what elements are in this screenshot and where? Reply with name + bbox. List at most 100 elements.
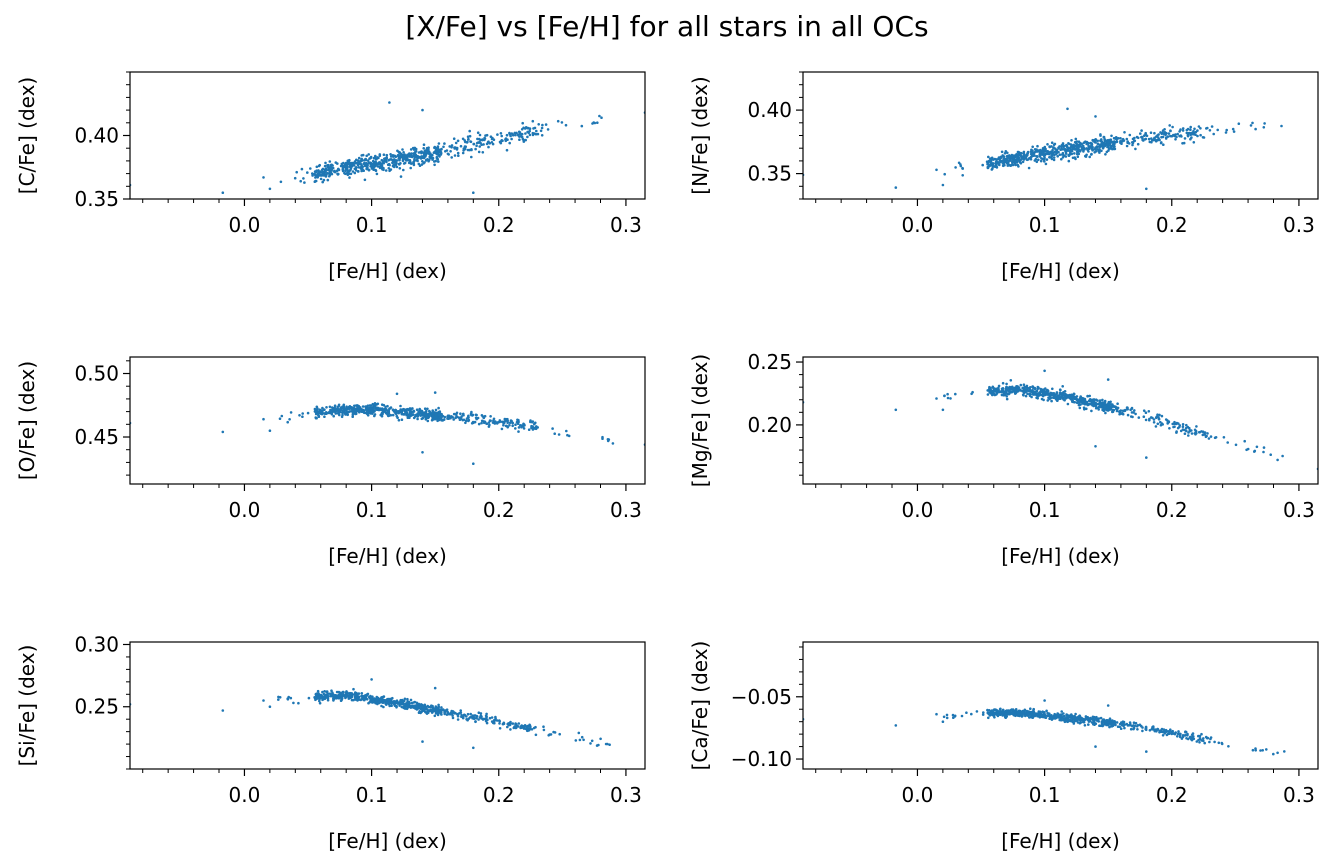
data-point xyxy=(1166,419,1169,422)
data-point xyxy=(486,718,489,722)
data-point xyxy=(321,690,324,694)
data-point xyxy=(460,715,463,718)
data-point xyxy=(1031,392,1034,396)
data-point xyxy=(511,133,515,136)
data-point xyxy=(456,718,460,721)
data-point xyxy=(1224,131,1228,134)
data-point xyxy=(485,721,489,725)
data-point xyxy=(986,393,990,396)
data-point xyxy=(1189,125,1192,129)
data-point xyxy=(351,170,355,173)
data-point xyxy=(1036,155,1039,159)
x-tick-label: 0.0 xyxy=(229,783,261,807)
data-point xyxy=(1092,722,1095,726)
data-point xyxy=(462,413,465,417)
data-point xyxy=(1232,130,1236,133)
data-point xyxy=(457,154,460,157)
data-point xyxy=(1205,434,1208,438)
data-point xyxy=(535,425,538,428)
data-point xyxy=(514,723,517,726)
data-point xyxy=(1220,741,1224,745)
data-point xyxy=(1185,423,1188,427)
data-point xyxy=(542,725,545,728)
data-point xyxy=(1167,132,1171,135)
data-point xyxy=(437,142,441,145)
data-point xyxy=(1009,379,1013,382)
data-point xyxy=(522,140,526,143)
data-point xyxy=(1189,128,1192,131)
data-point xyxy=(1110,134,1113,138)
data-point xyxy=(1200,430,1203,433)
data-point xyxy=(1091,715,1095,719)
data-point xyxy=(1111,719,1114,723)
data-point xyxy=(965,711,968,714)
data-point xyxy=(1089,145,1093,149)
data-point xyxy=(1254,747,1257,750)
data-point xyxy=(508,723,512,727)
data-point xyxy=(1052,143,1056,147)
data-point xyxy=(408,409,412,413)
data-point xyxy=(1213,740,1216,744)
data-point xyxy=(440,147,443,151)
data-point xyxy=(364,694,367,697)
data-point xyxy=(1140,129,1143,132)
data-point xyxy=(1009,388,1013,391)
data-point xyxy=(526,130,529,134)
data-point xyxy=(409,166,413,170)
data-point xyxy=(301,415,304,419)
data-point xyxy=(388,158,391,161)
data-point xyxy=(532,127,535,130)
data-point xyxy=(365,698,369,701)
data-point xyxy=(1008,385,1012,389)
data-point xyxy=(1041,710,1044,713)
y-axis-label: [Si/Fe] (dex) xyxy=(15,645,39,767)
data-point xyxy=(1125,144,1129,148)
data-point xyxy=(1087,144,1090,148)
data-point xyxy=(1071,397,1075,401)
data-point xyxy=(1136,728,1139,731)
data-point xyxy=(514,133,517,137)
data-point xyxy=(330,689,333,692)
data-point xyxy=(1079,141,1082,145)
data-point xyxy=(442,418,445,422)
data-point xyxy=(987,155,990,159)
data-point xyxy=(349,167,353,170)
data-point xyxy=(511,722,515,725)
data-point xyxy=(440,706,443,709)
data-point xyxy=(339,164,343,168)
data-point xyxy=(407,700,411,704)
data-point xyxy=(1093,151,1096,154)
data-point xyxy=(1234,443,1238,447)
data-point xyxy=(318,163,322,167)
data-point xyxy=(459,144,463,148)
data-point xyxy=(405,704,409,708)
data-point xyxy=(478,133,482,137)
data-point xyxy=(437,160,440,163)
data-point xyxy=(1085,401,1089,405)
data-point xyxy=(1157,417,1161,421)
data-point xyxy=(504,137,508,140)
data-point xyxy=(1159,131,1162,134)
data-point xyxy=(424,153,428,156)
data-point xyxy=(373,156,377,160)
data-point xyxy=(548,733,551,736)
data-point xyxy=(1259,749,1262,752)
data-point xyxy=(344,169,347,172)
data-point xyxy=(449,416,452,420)
data-point xyxy=(328,173,332,177)
data-point xyxy=(401,412,405,416)
data-point xyxy=(483,136,486,140)
data-point xyxy=(1166,421,1170,424)
data-point xyxy=(1086,148,1089,152)
data-point xyxy=(416,415,420,418)
data-point xyxy=(402,162,406,165)
data-point xyxy=(528,129,531,133)
data-point xyxy=(1055,392,1058,395)
data-point xyxy=(370,164,374,168)
data-point xyxy=(1175,421,1179,425)
data-point xyxy=(456,151,460,155)
data-point xyxy=(383,407,387,411)
data-point xyxy=(399,699,403,703)
data-point xyxy=(467,137,470,141)
data-point xyxy=(412,701,415,704)
